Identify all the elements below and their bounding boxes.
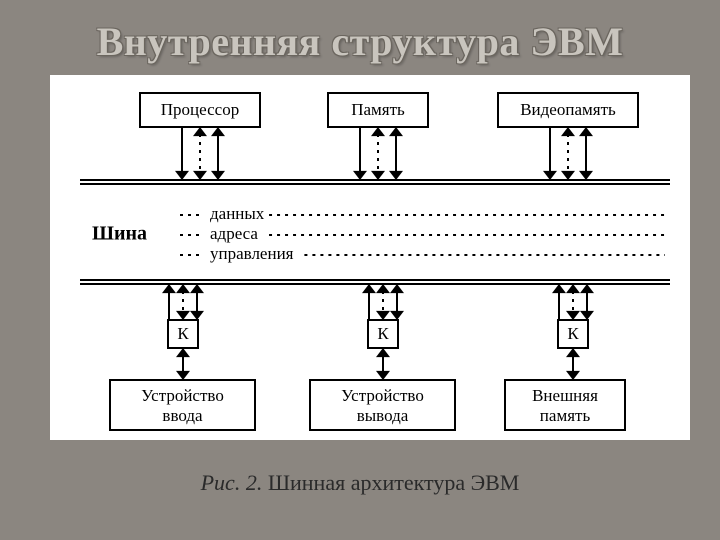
box-ext: Внешняяпамять	[505, 380, 625, 430]
box-in: Устройствоввода	[110, 380, 255, 430]
svg-text:память: память	[540, 406, 591, 425]
controller-k1: К	[168, 320, 198, 348]
svg-text:Внешняя: Внешняя	[532, 386, 598, 405]
svg-text:ввода: ввода	[162, 406, 203, 425]
figure-caption: Рис. 2. Шинная архитектура ЭВМ	[0, 470, 720, 496]
box-cpu: Процессор	[140, 93, 260, 127]
svg-text:вывода: вывода	[357, 406, 409, 425]
svg-text:К: К	[377, 324, 389, 343]
svg-text:Память: Память	[351, 100, 405, 119]
controller-k3: К	[558, 320, 588, 348]
svg-text:К: К	[567, 324, 579, 343]
box-mem: Память	[328, 93, 428, 127]
caption-prefix: Рис. 2.	[201, 470, 263, 495]
svg-text:Видеопамять: Видеопамять	[520, 100, 616, 119]
svg-text:Шина: Шина	[92, 223, 147, 245]
svg-text:К: К	[177, 324, 189, 343]
page-title: Внутренняя структура ЭВМ	[0, 18, 720, 65]
svg-text:Устройство: Устройство	[141, 386, 224, 405]
svg-text:управления: управления	[210, 244, 294, 263]
svg-text:Устройство: Устройство	[341, 386, 424, 405]
svg-text:данных: данных	[210, 204, 265, 223]
svg-text:адреса: адреса	[210, 224, 258, 243]
svg-text:Процессор: Процессор	[161, 100, 239, 119]
caption-text: Шинная архитектура ЭВМ	[262, 470, 519, 495]
bus-architecture-diagram: данныхадресауправления Шина Процессор Памят…	[50, 75, 690, 440]
box-out: Устройствовывода	[310, 380, 455, 430]
box-vmem: Видеопамять	[498, 93, 638, 127]
diagram-panel: данныхадресауправления Шина Процессор Памят…	[50, 75, 690, 440]
controller-k2: К	[368, 320, 398, 348]
